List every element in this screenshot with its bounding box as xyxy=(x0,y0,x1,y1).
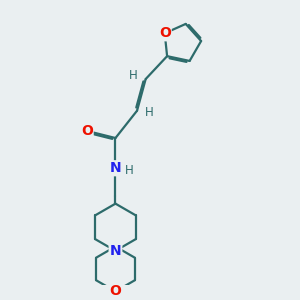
Text: H: H xyxy=(129,69,138,82)
Text: H: H xyxy=(145,106,154,118)
Text: O: O xyxy=(81,124,93,138)
Text: O: O xyxy=(159,26,171,40)
Text: N: N xyxy=(110,161,121,175)
Text: O: O xyxy=(110,284,122,298)
Text: N: N xyxy=(110,244,121,258)
Text: H: H xyxy=(125,164,134,177)
